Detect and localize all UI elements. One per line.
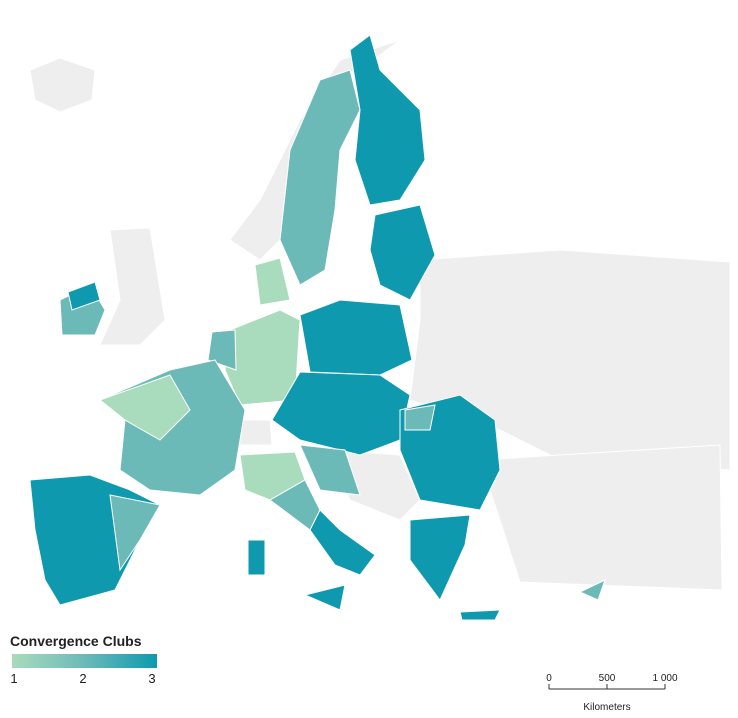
region (254, 257, 291, 306)
region (98, 374, 191, 441)
region (578, 579, 606, 601)
legend-bar (12, 654, 157, 668)
region (309, 509, 376, 576)
scale-tick-label: 500 (599, 673, 616, 684)
regions (29, 34, 606, 621)
scale-tick-label: 1 000 (652, 673, 677, 684)
region (404, 404, 436, 431)
region (247, 539, 266, 576)
turkey (479, 444, 723, 591)
region (459, 609, 501, 621)
region (349, 34, 426, 206)
region (299, 444, 361, 496)
region (369, 204, 436, 301)
region (279, 69, 361, 286)
legend-label: 1 (10, 671, 17, 686)
region (299, 299, 413, 376)
scale-unit: Kilometers (583, 702, 630, 713)
basemap (29, 39, 731, 591)
scale-tick-label: 0 (546, 673, 552, 684)
region (409, 514, 471, 601)
uk (99, 227, 166, 346)
legend-label: 3 (148, 671, 155, 686)
region (303, 584, 346, 611)
region (271, 371, 411, 456)
region (67, 281, 101, 311)
region (109, 494, 161, 572)
legend-label: 2 (79, 671, 86, 686)
legend-title: Convergence Clubs (10, 633, 142, 649)
iceland (29, 57, 96, 113)
